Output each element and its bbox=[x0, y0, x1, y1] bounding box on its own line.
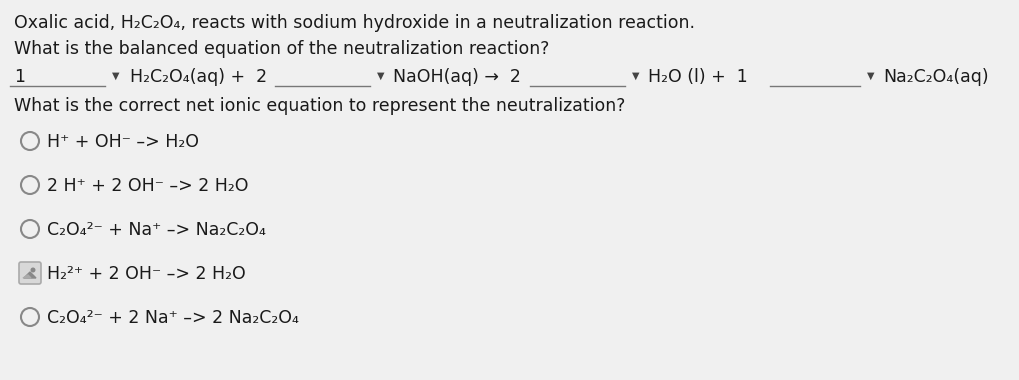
Text: 1: 1 bbox=[14, 68, 25, 86]
Text: ▼: ▼ bbox=[632, 71, 639, 81]
Polygon shape bbox=[24, 272, 36, 278]
Polygon shape bbox=[23, 275, 31, 278]
Text: What is the balanced equation of the neutralization reaction?: What is the balanced equation of the neu… bbox=[14, 40, 549, 58]
Text: 2 H⁺ + 2 OH⁻ –> 2 H₂O: 2 H⁺ + 2 OH⁻ –> 2 H₂O bbox=[47, 177, 249, 195]
Text: H⁺ + OH⁻ –> H₂O: H⁺ + OH⁻ –> H₂O bbox=[47, 133, 199, 151]
Text: Oxalic acid, H₂C₂O₄, reacts with sodium hydroxide in a neutralization reaction.: Oxalic acid, H₂C₂O₄, reacts with sodium … bbox=[14, 14, 695, 32]
Circle shape bbox=[31, 268, 36, 272]
Text: ▼: ▼ bbox=[112, 71, 119, 81]
Text: H₂O (l) +  1: H₂O (l) + 1 bbox=[648, 68, 748, 86]
Text: H₂C₂O₄(aq) +  2: H₂C₂O₄(aq) + 2 bbox=[130, 68, 267, 86]
Text: NaOH(aq) →  2: NaOH(aq) → 2 bbox=[393, 68, 521, 86]
Text: ▼: ▼ bbox=[867, 71, 874, 81]
Text: ▼: ▼ bbox=[377, 71, 384, 81]
Text: H₂²⁺ + 2 OH⁻ –> 2 H₂O: H₂²⁺ + 2 OH⁻ –> 2 H₂O bbox=[47, 265, 246, 283]
Text: Na₂C₂O₄(aq): Na₂C₂O₄(aq) bbox=[882, 68, 988, 86]
Text: What is the correct net ionic equation to represent the neutralization?: What is the correct net ionic equation t… bbox=[14, 97, 626, 115]
FancyBboxPatch shape bbox=[19, 262, 41, 284]
Text: C₂O₄²⁻ + Na⁺ –> Na₂C₂O₄: C₂O₄²⁻ + Na⁺ –> Na₂C₂O₄ bbox=[47, 221, 266, 239]
Text: C₂O₄²⁻ + 2 Na⁺ –> 2 Na₂C₂O₄: C₂O₄²⁻ + 2 Na⁺ –> 2 Na₂C₂O₄ bbox=[47, 309, 299, 327]
